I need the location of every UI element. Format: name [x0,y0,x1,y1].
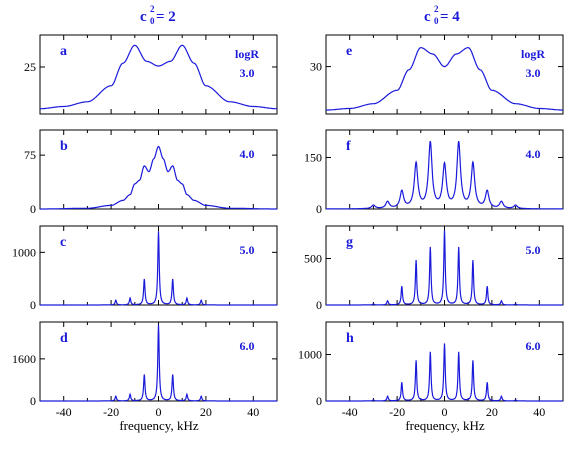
y-tick-label: 1000 [12,245,36,259]
column-title-left-subscript: 0 [150,16,155,26]
panel-letter-b: b [60,139,68,154]
series-line-a [40,44,277,110]
y-tick-label: 25 [24,60,36,74]
legend-title-logR: logR [521,47,545,61]
x-tick-label: 40 [533,405,545,419]
column-title-left-rest: = 2 [156,9,176,25]
x-tick-label: 20 [200,405,212,419]
panel-c: 0 1000 c 5.0 [12,225,278,312]
logR-value-g: 5.0 [526,243,541,257]
panel-letter-c: c [60,235,66,250]
panel-letter-f: f [346,139,351,154]
series-line-h [326,343,563,402]
series-line-d [40,324,277,402]
column-title-right-subscript: 0 [434,16,439,26]
logR-value-e: 3.0 [526,66,541,80]
panel-d: -40 -20 0 20 40 0 1600 d 6.0 [12,321,278,419]
y-tick-label: 0 [316,394,322,408]
series-line-e [326,46,563,111]
panel-a: 25 a logR 3.0 [24,34,278,115]
panel-frame-f [325,129,564,210]
y-tick-label: 30 [310,60,322,74]
panel-h: -40 -20 0 20 40 0 1000 h 6.0 [298,321,564,419]
y-tick-label: 75 [24,148,36,162]
column-title-left-main: c [140,9,147,25]
x-tick-label: 0 [442,405,448,419]
x-tick-label: 20 [486,405,498,419]
x-axis-label-right: frequency, kHz [405,418,485,433]
x-tick-label: -40 [342,405,358,419]
column-title-right-sup: 2 [434,4,439,14]
x-tick-label: -40 [56,405,72,419]
y-tick-label: 0 [30,394,36,408]
x-tick-label: 40 [247,405,259,419]
panel-letter-d: d [60,331,68,346]
logR-value-f: 4.0 [526,147,541,161]
column-title-left: c 2 0 = 2 [140,4,176,26]
panel-e: 30 e logR 3.0 [310,34,564,115]
logR-value-d: 6.0 [240,339,255,353]
panel-letter-h: h [346,331,354,346]
column-title-left-sup: 2 [150,4,155,14]
y-tick-label: 0 [30,298,36,312]
logR-value-a: 3.0 [240,66,255,80]
x-tick-label: -20 [103,405,119,419]
column-title-right-main: c [424,9,431,25]
panel-frame-b [39,129,278,210]
logR-value-h: 6.0 [526,339,541,353]
x-axis-label-left: frequency, kHz [119,418,199,433]
x-tick-label: 0 [156,405,162,419]
panel-f: 0 150 f 4.0 [304,129,564,216]
series-line-b [40,145,277,210]
panel-letter-g: g [346,235,353,250]
panel-b: 0 75 b 4.0 [24,129,278,216]
y-tick-label: 0 [30,202,36,216]
column-title-right-rest: = 4 [440,9,460,25]
column-title-right: c 2 0 = 4 [424,4,460,26]
x-tick-label: -20 [389,405,405,419]
panels: 25 a logR 3.0 30 e logR 3.0 0 75 b 4.0 0 150 f 4.0 0 1000… [12,34,564,419]
logR-value-c: 5.0 [240,243,255,257]
logR-value-b: 4.0 [240,147,255,161]
legend-title-logR: logR [235,47,259,61]
y-tick-label: 150 [304,150,322,164]
y-tick-label: 500 [304,252,322,266]
y-tick-label: 1600 [12,352,36,366]
series-line-g [326,230,563,306]
panel-g: 0 500 g 5.0 [304,225,564,312]
series-line-f [326,141,563,210]
panel-letter-e: e [346,44,352,59]
series-line-c [40,231,277,306]
y-tick-label: 1000 [298,348,322,362]
y-tick-label: 0 [316,298,322,312]
panel-letter-a: a [60,44,67,59]
y-tick-label: 0 [316,202,322,216]
